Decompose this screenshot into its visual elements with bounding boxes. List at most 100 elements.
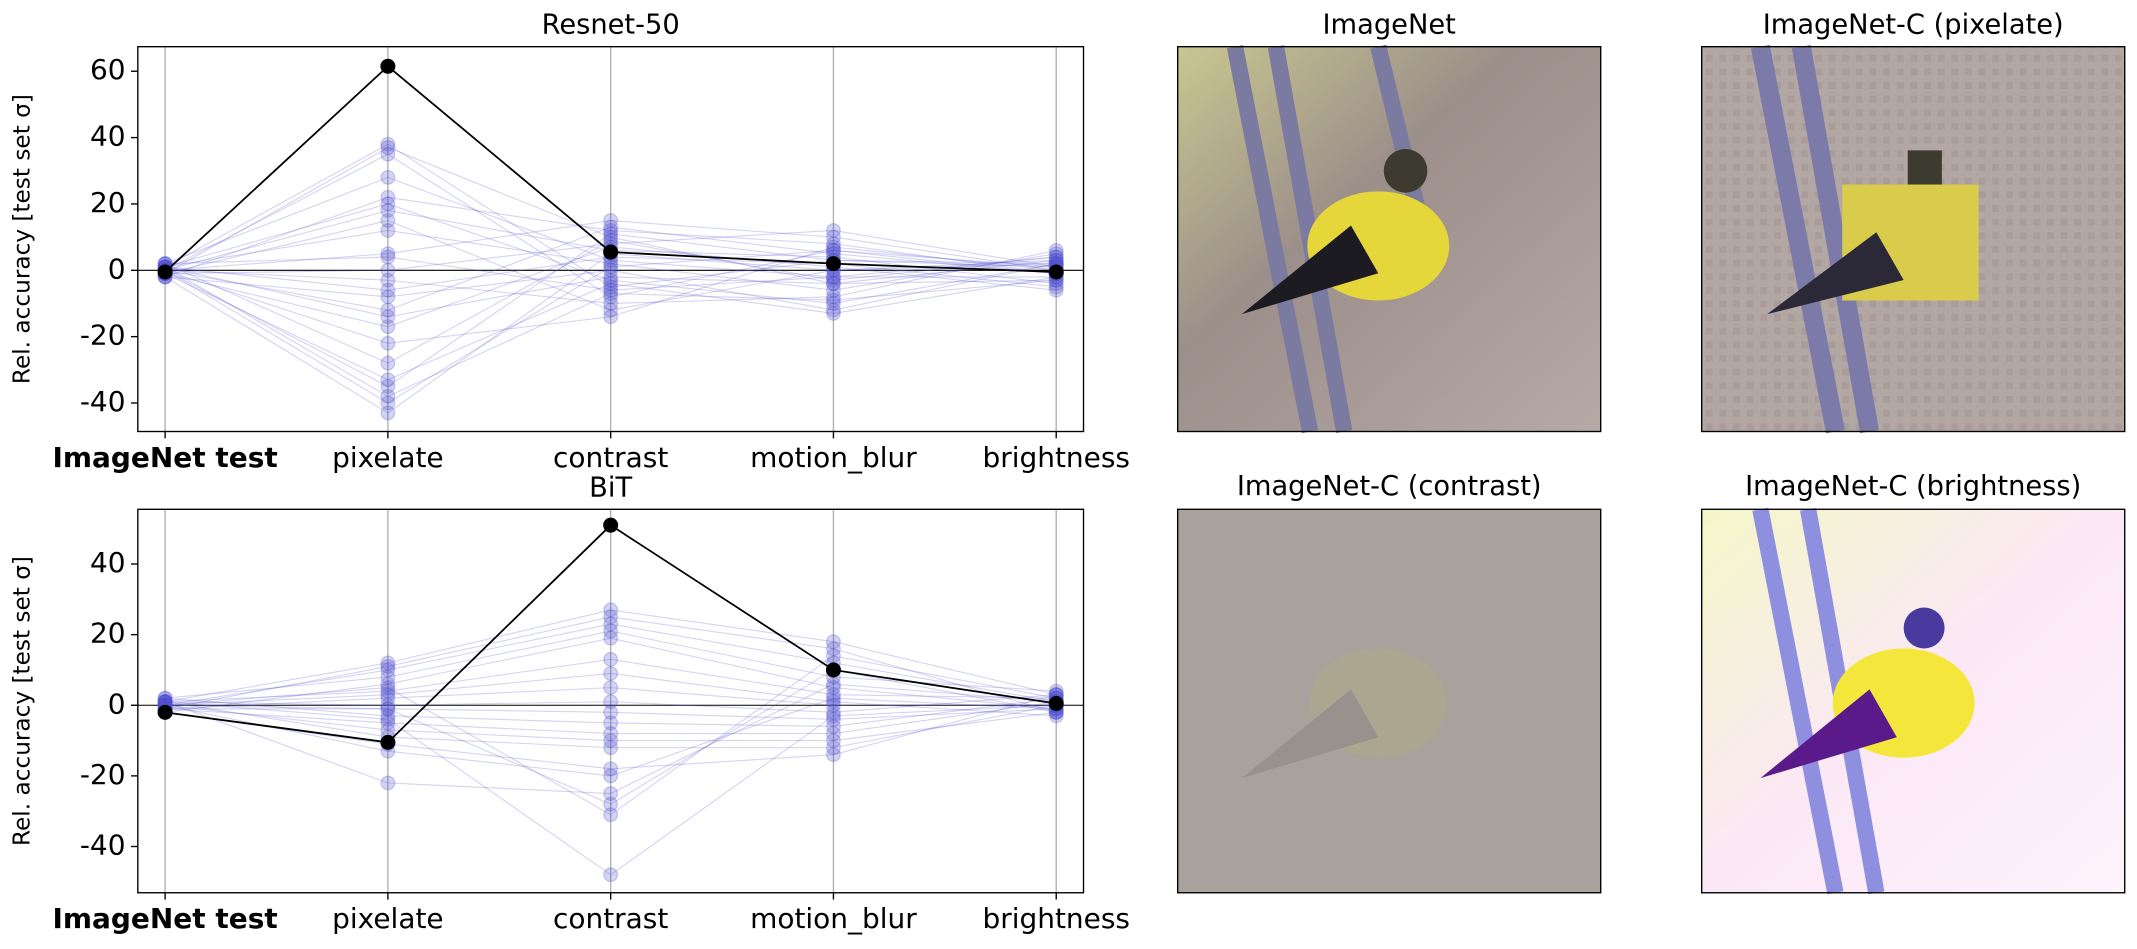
y-tick-label: 20 bbox=[90, 186, 126, 219]
image-pixelate bbox=[1701, 44, 2126, 434]
point bbox=[603, 786, 619, 802]
point bbox=[380, 676, 396, 692]
x-tick-label: pixelate bbox=[332, 441, 444, 474]
point bbox=[825, 697, 841, 713]
point bbox=[825, 256, 841, 272]
point bbox=[380, 146, 396, 162]
point bbox=[380, 669, 396, 685]
point bbox=[825, 662, 841, 678]
point bbox=[603, 740, 619, 756]
point bbox=[1048, 249, 1064, 265]
y-tick-label: 20 bbox=[90, 617, 126, 650]
point bbox=[1048, 242, 1064, 258]
point bbox=[380, 395, 396, 411]
point bbox=[825, 726, 841, 742]
series-line bbox=[165, 609, 1057, 703]
point bbox=[603, 219, 619, 235]
y-tick-label: 0 bbox=[108, 687, 126, 720]
point bbox=[825, 236, 841, 252]
series-line bbox=[165, 623, 1057, 706]
point bbox=[380, 272, 396, 288]
point bbox=[1048, 249, 1064, 265]
point bbox=[1048, 279, 1064, 295]
image-title: ImageNet-C (brightness) bbox=[1745, 471, 2081, 502]
point bbox=[157, 704, 173, 720]
y-tick-label: -40 bbox=[80, 829, 126, 862]
point bbox=[603, 733, 619, 749]
x-tick-label: motion_blur bbox=[750, 441, 917, 474]
point bbox=[380, 378, 396, 394]
series-line bbox=[164, 176, 1057, 278]
point bbox=[825, 276, 841, 292]
point bbox=[380, 690, 396, 706]
series-line bbox=[164, 233, 1057, 388]
point bbox=[380, 715, 396, 731]
point bbox=[380, 734, 396, 750]
point bbox=[603, 623, 619, 639]
point bbox=[825, 272, 841, 288]
point bbox=[603, 694, 619, 710]
point bbox=[603, 796, 619, 812]
point bbox=[603, 807, 619, 823]
series-line bbox=[165, 687, 1057, 710]
point bbox=[825, 711, 841, 727]
point bbox=[380, 196, 396, 212]
chart-title: BiT bbox=[589, 472, 632, 503]
x-tick-label: brightness bbox=[982, 441, 1130, 474]
point bbox=[603, 704, 619, 720]
series-line bbox=[165, 672, 1057, 717]
series-line bbox=[164, 273, 1057, 381]
point bbox=[603, 244, 619, 260]
point bbox=[603, 309, 619, 325]
point bbox=[825, 302, 841, 318]
point bbox=[825, 718, 841, 734]
series-line bbox=[165, 229, 1057, 275]
image-title: ImageNet-C (contrast) bbox=[1237, 471, 1542, 502]
series-line bbox=[165, 701, 1057, 876]
series-line bbox=[165, 616, 1057, 713]
point bbox=[380, 388, 396, 404]
point bbox=[603, 715, 619, 731]
point bbox=[825, 704, 841, 720]
point bbox=[380, 355, 396, 371]
series-line bbox=[164, 249, 1057, 404]
point bbox=[380, 213, 396, 229]
series-line bbox=[165, 219, 1057, 271]
point bbox=[380, 203, 396, 219]
series-line bbox=[165, 697, 1057, 777]
point bbox=[380, 262, 396, 278]
axes-frame bbox=[137, 46, 1085, 433]
point bbox=[380, 687, 396, 703]
series-line bbox=[165, 226, 1057, 311]
x-tick-label: brightness bbox=[982, 902, 1130, 935]
point bbox=[825, 641, 841, 657]
point bbox=[825, 289, 841, 305]
point bbox=[603, 222, 619, 238]
series-line bbox=[165, 694, 1057, 713]
point bbox=[603, 630, 619, 646]
point bbox=[825, 634, 841, 650]
series-line bbox=[164, 203, 1057, 305]
series-line bbox=[164, 683, 1057, 795]
series-line bbox=[164, 239, 1057, 364]
series-line bbox=[165, 701, 1057, 735]
x-tick-label: pixelate bbox=[332, 902, 444, 935]
point bbox=[603, 286, 619, 302]
series-line bbox=[165, 669, 1057, 805]
point bbox=[380, 249, 396, 265]
x-tick-label: ImageNet test bbox=[52, 902, 277, 935]
point bbox=[825, 694, 841, 710]
series-line bbox=[165, 229, 1057, 291]
series-line bbox=[165, 249, 1057, 305]
point bbox=[380, 662, 396, 678]
point bbox=[380, 302, 396, 318]
point bbox=[380, 405, 396, 421]
point bbox=[603, 213, 619, 229]
point bbox=[603, 295, 619, 311]
point bbox=[825, 229, 841, 245]
point bbox=[603, 269, 619, 285]
image-imagenet bbox=[1176, 44, 1602, 434]
point bbox=[380, 222, 396, 238]
point bbox=[825, 282, 841, 298]
